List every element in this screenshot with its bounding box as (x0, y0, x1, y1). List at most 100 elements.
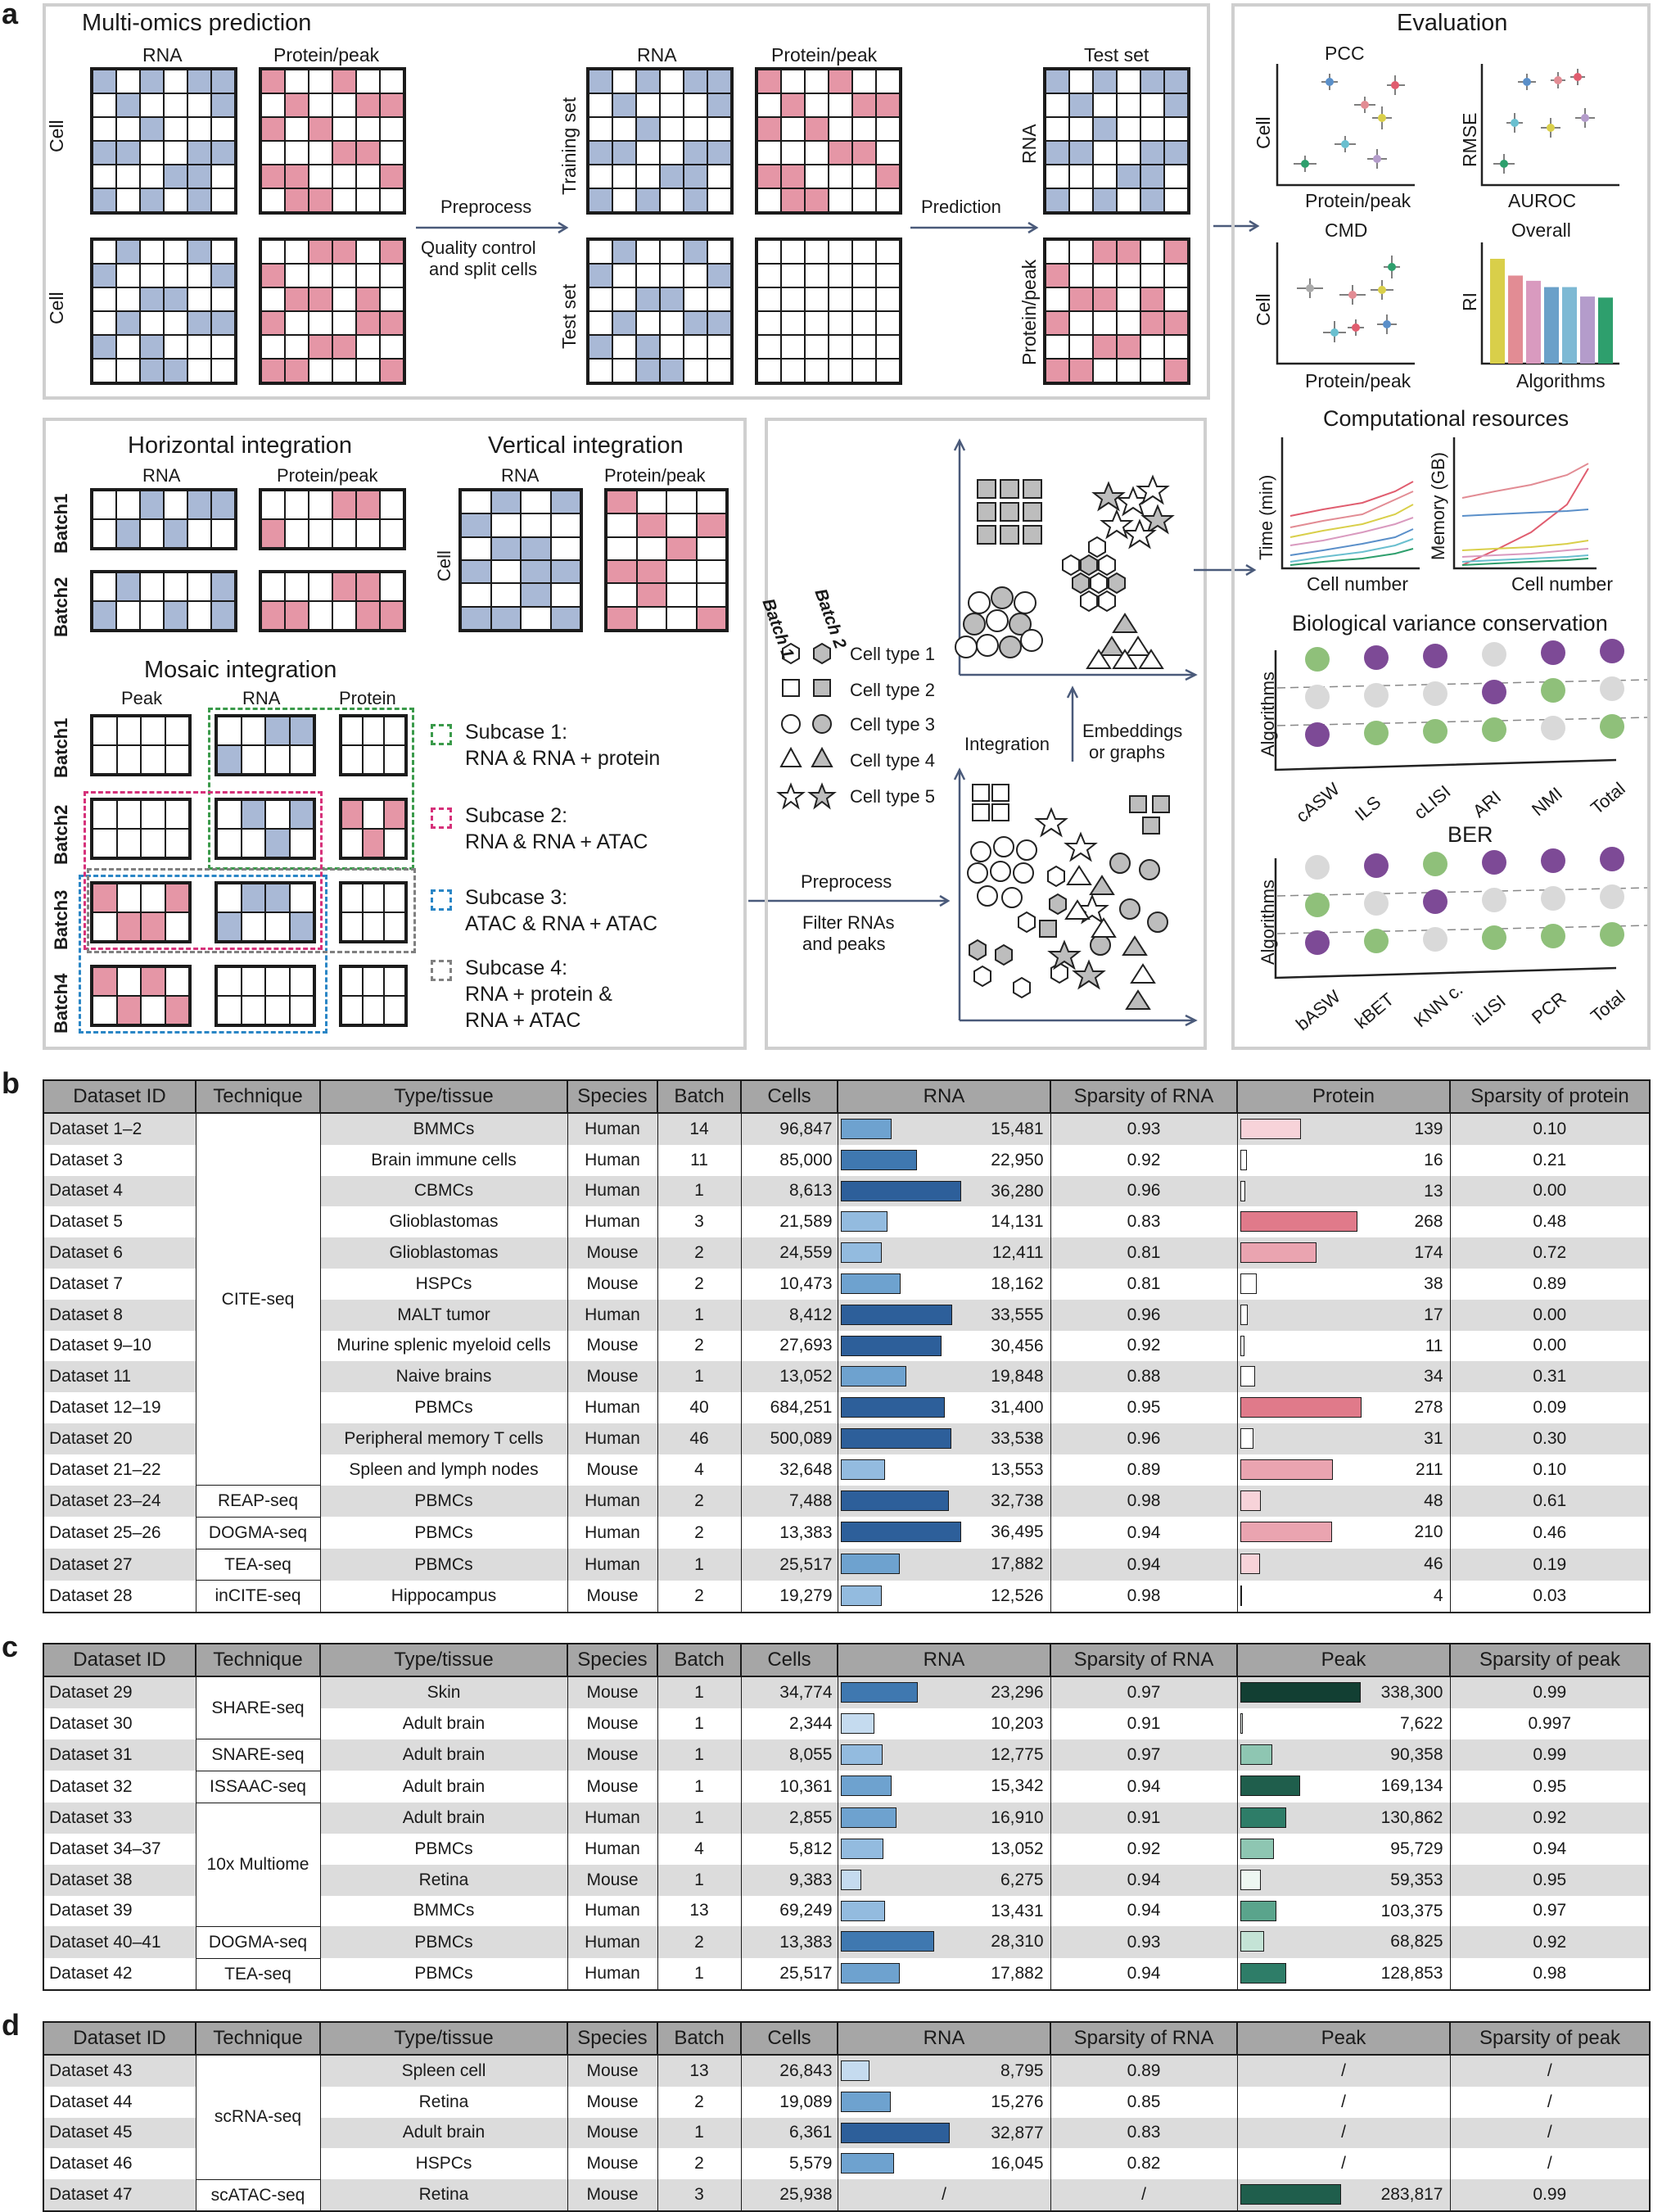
matrix-cell (684, 311, 707, 335)
matrix-cell (1140, 70, 1164, 93)
matrix-cell (116, 311, 140, 335)
value-bar (1240, 1963, 1286, 1984)
cmd-x-axis: Protein/peak (1305, 370, 1411, 391)
matrix-cell (852, 335, 876, 359)
matrix-cell (309, 311, 332, 335)
matrix-cell (140, 491, 164, 519)
matrix-cell (164, 519, 187, 548)
table-cell: 33,538 (837, 1423, 1051, 1454)
matrix-cell (309, 165, 332, 188)
metric-dot (1305, 855, 1330, 880)
table-cell: Peripheral memory T cells (319, 1423, 568, 1454)
table-cell: 26,843 (740, 2055, 838, 2087)
matrix-cell (490, 536, 521, 560)
table-cell: 0.81 (1050, 1268, 1238, 1300)
table-cell: 8,055 (740, 1739, 838, 1771)
matrix-cell (781, 188, 805, 212)
matrix-cell (781, 70, 805, 93)
table-cell: 0.97 (1050, 1739, 1238, 1771)
matrix-cell (285, 519, 309, 548)
table-cell: 0.97 (1050, 1676, 1238, 1708)
table-header: Peak (1236, 1643, 1451, 1677)
table-cell: 139 (1236, 1113, 1451, 1145)
value-label: 28,310 (991, 1932, 1044, 1952)
table-cell: MALT tumor (319, 1299, 568, 1331)
table-cell: 0.00 (1449, 1299, 1651, 1331)
matrix-cell (380, 359, 404, 382)
matrix-cell (757, 93, 781, 117)
matrix-cell (829, 240, 852, 264)
matrix-cell (684, 117, 707, 141)
matrix-cell (309, 491, 332, 519)
value-label: 278 (1414, 1398, 1443, 1418)
table-cell: 13,052 (740, 1361, 838, 1393)
metric-dot (1541, 886, 1565, 911)
matrix-cell (1069, 359, 1093, 382)
metric-dot (1423, 889, 1448, 914)
table-cell: Retina (319, 2179, 568, 2212)
matrix-cell (285, 311, 309, 335)
value-bar (1240, 1119, 1301, 1139)
matrix-cell (141, 829, 165, 857)
value-label: 130,862 (1380, 1808, 1443, 1828)
matrix-cell (380, 519, 404, 548)
matrix-cell (93, 519, 116, 548)
matrix-cell (187, 70, 211, 93)
table-cell: 0.99 (1449, 1676, 1651, 1708)
table-header: Technique (195, 1079, 321, 1114)
subcase2-swatch (431, 807, 452, 829)
matrix-cell (550, 513, 580, 537)
matrix-test-rna-2 (1043, 67, 1190, 215)
table-cell: 40 (657, 1392, 742, 1423)
matrix-cell (217, 800, 242, 829)
technique-cell: scRNA-seq (195, 2055, 321, 2180)
subcase4-title: Subcase 4: (465, 957, 568, 979)
matrix-cell (1069, 70, 1093, 93)
matrix-cell (781, 93, 805, 117)
matrix-cell (217, 745, 242, 774)
table-cell: 0.997 (1449, 1708, 1651, 1739)
matrix-cell (461, 513, 491, 537)
matrix-cell (356, 572, 380, 601)
matrix-cell (380, 165, 404, 188)
table-row: Dataset 7 HSPCs Mouse 2 10,473 18,162 0.81 38 0.… (43, 1268, 1651, 1300)
table-cell: 46 (1236, 1549, 1451, 1581)
table-cell: 7,488 (740, 1485, 838, 1518)
matrix-cell (261, 311, 285, 335)
table-cell: PBMCs (319, 1549, 568, 1581)
matrix-cell (1093, 240, 1117, 264)
matrix-cell (805, 70, 829, 93)
metric-dot (1541, 924, 1565, 948)
metric-dot (1600, 714, 1624, 739)
matrix-cell (363, 717, 384, 745)
technique-cell: DOGMA-seq (195, 1926, 321, 1959)
matrix-cell (116, 996, 141, 1025)
table-cell: PBMCs (319, 1392, 568, 1423)
table-cell: 2 (657, 1485, 742, 1518)
matrix-cell (876, 93, 900, 117)
matrix-cell (757, 240, 781, 264)
technique-cell: ISSAAC-seq (195, 1771, 321, 1803)
value-label: 10,203 (991, 1713, 1044, 1733)
table-cell: 18,162 (837, 1268, 1051, 1300)
table-cell: BMMCs (319, 1895, 568, 1927)
matrix-cell (612, 359, 636, 382)
matrix-cell (93, 117, 116, 141)
table-cell: 0.98 (1050, 1485, 1238, 1518)
table-cell: 0.81 (1050, 1237, 1238, 1269)
matrix-cell (116, 93, 140, 117)
metric-dot (1305, 893, 1330, 917)
matrix-cell (93, 70, 116, 93)
value-label: 338,300 (1380, 1683, 1443, 1702)
matrix-cell (636, 606, 666, 630)
test-set-label: Test set (558, 283, 580, 349)
matrix-cell (707, 240, 731, 264)
matrix-cell (341, 800, 363, 829)
matrix-cell (211, 117, 235, 141)
matrix-cell (1117, 188, 1140, 212)
value-label: 8,795 (1000, 2061, 1044, 2080)
table-cell: 8,412 (740, 1299, 838, 1331)
mosaic-title: Mosaic integration (144, 657, 337, 683)
matrix-cell (164, 311, 187, 335)
table-cell: 0.98 (1050, 1580, 1238, 1613)
